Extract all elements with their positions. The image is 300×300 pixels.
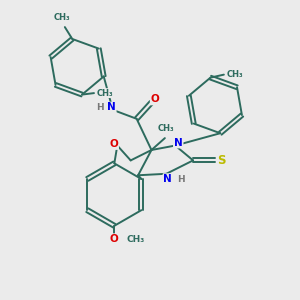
Text: O: O [110,234,119,244]
Text: N: N [174,138,183,148]
Text: H: H [177,175,185,184]
Text: O: O [151,94,159,104]
Text: H: H [96,103,103,112]
Text: O: O [110,139,118,149]
Text: N: N [107,103,116,112]
Text: CH₃: CH₃ [227,70,244,79]
Text: CH₃: CH₃ [54,13,70,22]
Text: N: N [164,174,172,184]
Text: CH₃: CH₃ [97,88,114,98]
Text: CH₃: CH₃ [127,235,145,244]
Text: CH₃: CH₃ [158,124,175,133]
Text: S: S [217,154,226,167]
